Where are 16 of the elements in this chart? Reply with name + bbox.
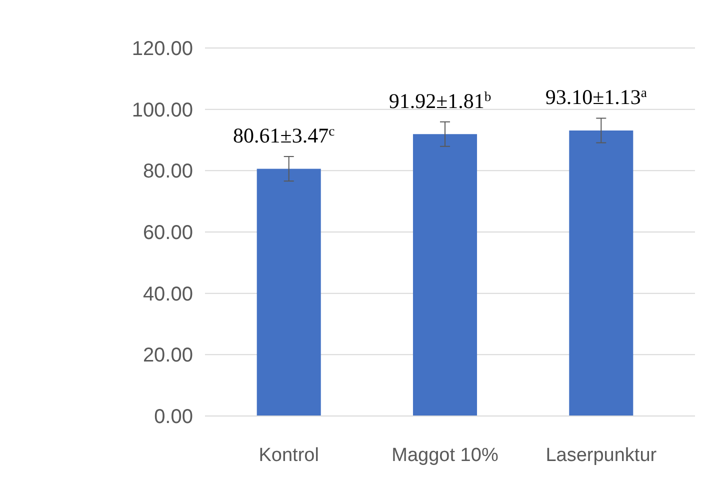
y-tick-label: 80.00 [142,160,193,183]
data-label: 91.92±1.81$^{b}$ [388,88,492,113]
x-tick-label: Kontrol [258,445,319,466]
data-label: 93.10±1.13$^{a}$ [545,84,647,110]
y-tick-label: 40.00 [142,283,193,306]
y-tick-label: 120.00 [132,38,193,60]
bar [256,168,321,416]
y-tick-label: 0.00 [154,406,193,428]
y-tick-label: 60.00 [142,222,193,244]
data-label: 80.61±3.47$^{c}$ [233,123,335,148]
x-tick-label: Laserpunktur [546,445,658,466]
bar [569,130,634,416]
bar [412,134,478,416]
y-tick-label: 100.00 [132,99,193,122]
x-tick-label: Maggot 10% [392,445,498,466]
y-tick-label: 20.00 [142,344,193,367]
